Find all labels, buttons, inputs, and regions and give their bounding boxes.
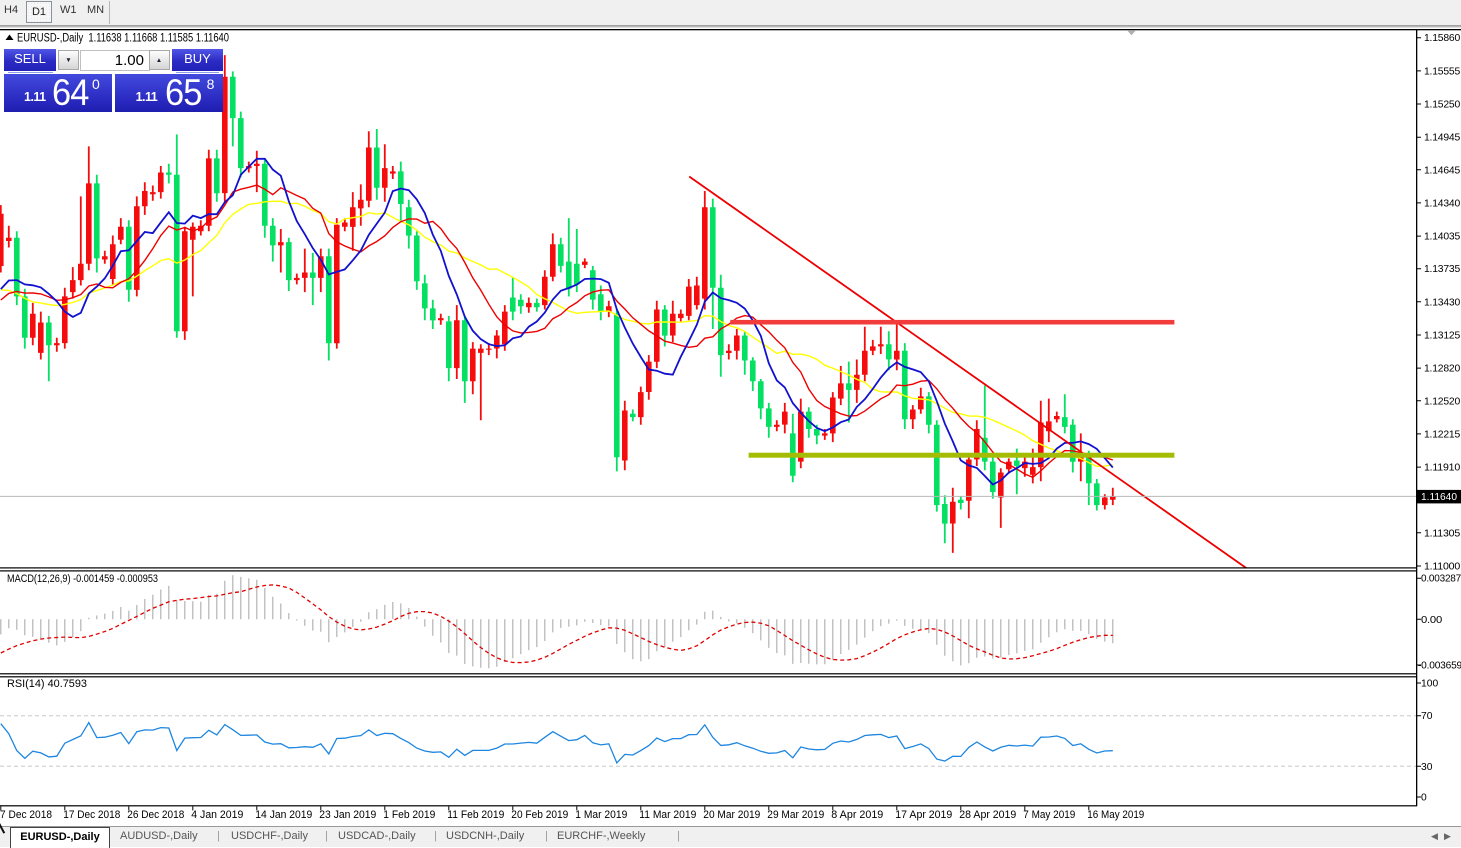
svg-text:20 Mar 2019: 20 Mar 2019 bbox=[703, 809, 760, 821]
svg-text:1.15250: 1.15250 bbox=[1424, 100, 1460, 111]
svg-text:11 Feb 2019: 11 Feb 2019 bbox=[447, 809, 504, 821]
svg-text:11 Mar 2019: 11 Mar 2019 bbox=[639, 809, 696, 821]
svg-text:1.12820: 1.12820 bbox=[1424, 364, 1460, 375]
svg-text:0.003287: 0.003287 bbox=[1421, 574, 1461, 585]
svg-text:MACD(12,26,9) -0.001459 -0.000: MACD(12,26,9) -0.001459 -0.000953 bbox=[7, 573, 158, 585]
svg-text:17 Dec 2018: 17 Dec 2018 bbox=[63, 809, 120, 821]
svg-text:1.13430: 1.13430 bbox=[1424, 297, 1460, 308]
svg-text:1.15555: 1.15555 bbox=[1424, 66, 1460, 77]
svg-text:30: 30 bbox=[1421, 762, 1433, 773]
svg-text:8 Apr 2019: 8 Apr 2019 bbox=[831, 809, 883, 821]
svg-text:7 Dec 2018: 7 Dec 2018 bbox=[0, 809, 52, 821]
svg-text:1.11640: 1.11640 bbox=[1421, 492, 1457, 503]
svg-text:14 Jan 2019: 14 Jan 2019 bbox=[255, 809, 312, 821]
svg-text:-0.003659: -0.003659 bbox=[1418, 661, 1461, 672]
svg-text:EURUSD-,Daily 1.11638 1.11668: EURUSD-,Daily 1.11638 1.11668 1.11585 1.… bbox=[17, 33, 229, 45]
svg-text:1.14340: 1.14340 bbox=[1424, 198, 1460, 209]
svg-text:1.12215: 1.12215 bbox=[1424, 429, 1460, 440]
svg-text:20 Feb 2019: 20 Feb 2019 bbox=[511, 809, 568, 821]
svg-text:1 Feb 2019: 1 Feb 2019 bbox=[383, 809, 435, 821]
svg-text:28 Apr 2019: 28 Apr 2019 bbox=[959, 809, 1016, 821]
svg-text:1.12520: 1.12520 bbox=[1424, 396, 1460, 407]
svg-text:16 May 2019: 16 May 2019 bbox=[1087, 809, 1144, 821]
svg-text:1.11305: 1.11305 bbox=[1424, 528, 1460, 539]
svg-text:1 Mar 2019: 1 Mar 2019 bbox=[575, 809, 627, 821]
svg-text:23 Jan 2019: 23 Jan 2019 bbox=[319, 809, 376, 821]
svg-text:1.11910: 1.11910 bbox=[1424, 463, 1460, 474]
svg-text:1.15860: 1.15860 bbox=[1424, 33, 1460, 44]
svg-text:1.14035: 1.14035 bbox=[1424, 232, 1460, 243]
svg-text:4 Jan 2019: 4 Jan 2019 bbox=[191, 809, 243, 821]
svg-text:17 Apr 2019: 17 Apr 2019 bbox=[895, 809, 952, 821]
svg-text:1.11000: 1.11000 bbox=[1424, 562, 1460, 573]
svg-text:7 May 2019: 7 May 2019 bbox=[1023, 809, 1075, 821]
svg-text:70: 70 bbox=[1421, 711, 1433, 722]
svg-text:26 Dec 2018: 26 Dec 2018 bbox=[127, 809, 184, 821]
svg-text:1.13125: 1.13125 bbox=[1424, 331, 1460, 342]
svg-text:100: 100 bbox=[1421, 679, 1438, 690]
svg-text:0: 0 bbox=[1421, 793, 1427, 804]
svg-text:1.14645: 1.14645 bbox=[1424, 165, 1460, 176]
svg-text:1.13735: 1.13735 bbox=[1424, 264, 1460, 275]
svg-text:0.00: 0.00 bbox=[1421, 615, 1443, 626]
svg-text:29 Mar 2019: 29 Mar 2019 bbox=[767, 809, 824, 821]
svg-text:1.14945: 1.14945 bbox=[1424, 133, 1460, 144]
svg-text:RSI(14) 40.7593: RSI(14) 40.7593 bbox=[7, 678, 87, 690]
